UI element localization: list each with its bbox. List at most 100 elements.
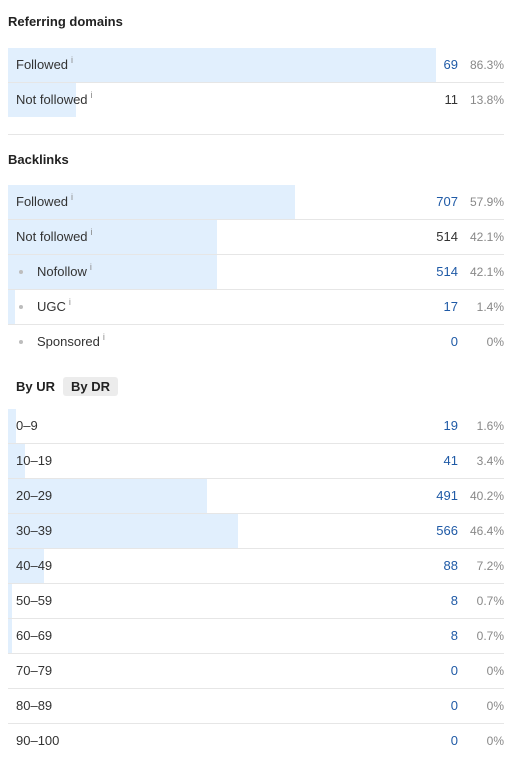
row-label: 0–9 <box>16 418 38 433</box>
ur-distribution-row: 20–29 491 40.2% <box>8 479 504 514</box>
ur-distribution-row: 70–79 0 0% <box>8 654 504 689</box>
ur-distribution-row: 90–100 0 0% <box>8 724 504 759</box>
row-label-text: Nofollow <box>37 264 87 279</box>
bullet-icon <box>19 339 23 344</box>
row-count-link[interactable]: 8 <box>450 628 458 643</box>
row-label-text: Sponsored <box>37 334 100 349</box>
row-count-link[interactable]: 0 <box>450 698 458 713</box>
row-count-link[interactable]: 19 <box>443 418 458 433</box>
row-label: UGC i <box>19 290 71 324</box>
row-count-link[interactable]: 707 <box>436 194 458 209</box>
row-percent: 1.6% <box>476 419 504 433</box>
row-label: 30–39 <box>16 523 53 538</box>
row-count-link[interactable]: 0 <box>450 663 458 678</box>
row-label: 90–100 <box>16 733 60 748</box>
backlinks-row-nofollow: Nofollow i 514 42.1% <box>8 255 504 290</box>
row-percent: 0% <box>486 699 504 713</box>
row-label: Not followed i <box>16 83 93 117</box>
backlinks-row-followed: Followed i 707 57.9% <box>8 185 504 220</box>
row-bar <box>8 255 217 289</box>
row-bar <box>8 185 296 219</box>
row-count-link[interactable]: 514 <box>436 264 458 279</box>
row-label: Not followed i <box>16 220 93 254</box>
row-percent: 1.4% <box>476 300 504 314</box>
row-bar <box>8 549 44 583</box>
row-bar <box>8 290 15 324</box>
ur-distribution-row: 50–59 8 0.7% <box>8 584 504 619</box>
row-label: Followed i <box>16 185 73 219</box>
row-count-link[interactable]: 0 <box>450 733 458 748</box>
row-percent: 42.1% <box>469 230 504 244</box>
row-label: Sponsored i <box>19 325 105 359</box>
row-count-link[interactable]: 8 <box>450 593 458 608</box>
tab-by-ur[interactable]: By UR <box>16 378 56 394</box>
ur-distribution-row: 10–19 41 3.4% <box>8 444 504 479</box>
row-percent: 0% <box>486 734 504 748</box>
row-count: 514 <box>436 229 458 244</box>
info-icon[interactable]: i <box>68 297 71 307</box>
row-bar <box>8 584 12 618</box>
row-bar <box>8 514 239 548</box>
row-percent: 7.2% <box>476 559 504 573</box>
ur-distribution-row: 40–49 88 7.2% <box>8 549 504 584</box>
row-label: 70–79 <box>16 663 53 678</box>
ur-distribution-row: 80–89 0 0% <box>8 689 504 724</box>
info-icon[interactable]: i <box>71 55 74 65</box>
info-icon[interactable]: i <box>102 332 105 342</box>
row-count: 11 <box>444 92 459 107</box>
row-percent: 0% <box>486 664 504 678</box>
ur-distribution-row: 30–39 566 46.4% <box>8 514 504 549</box>
info-icon[interactable]: i <box>90 227 93 237</box>
ur-distribution-row: 60–69 8 0.7% <box>8 619 504 654</box>
info-icon[interactable]: i <box>90 90 93 100</box>
row-count-link[interactable]: 69 <box>443 57 458 72</box>
tab-by-dr[interactable]: By DR <box>63 376 119 396</box>
row-bar <box>8 479 208 513</box>
row-label: 80–89 <box>16 698 53 713</box>
row-label: Followed i <box>16 48 73 82</box>
row-bar <box>8 409 16 443</box>
row-count-link[interactable]: 566 <box>436 523 458 538</box>
row-label-text: Not followed <box>16 229 88 244</box>
backlinks-title: Backlinks <box>8 152 69 167</box>
ur-distribution-table: 0–9 19 1.6% 10–19 41 3.4% 20–29 491 40.2% 30–39 56… <box>8 409 504 759</box>
backlinks-row-sponsored: Sponsored i 0 0% <box>8 325 504 360</box>
row-bar <box>8 83 77 117</box>
row-label-text: Followed <box>16 194 69 209</box>
row-label: 50–59 <box>16 593 53 608</box>
row-label-text: Not followed <box>16 92 88 107</box>
row-label: Nofollow i <box>19 255 92 289</box>
row-bar <box>8 619 12 653</box>
row-bar <box>8 444 25 478</box>
info-icon[interactable]: i <box>89 262 92 272</box>
row-percent: 46.4% <box>469 524 504 538</box>
bullet-icon <box>19 269 23 274</box>
row-bar <box>8 220 217 254</box>
row-count-link[interactable]: 0 <box>450 334 458 349</box>
section-divider <box>8 134 504 135</box>
ur-distribution-row: 0–9 19 1.6% <box>8 409 504 444</box>
bullet-icon <box>19 304 23 309</box>
row-percent: 0% <box>486 335 504 349</box>
backlinks-row-ugc: UGC i 17 1.4% <box>8 290 504 325</box>
row-count-link[interactable]: 88 <box>443 558 458 573</box>
row-percent: 13.8% <box>469 93 504 107</box>
row-label: 10–19 <box>16 453 53 468</box>
row-percent: 42.1% <box>469 265 504 279</box>
row-count-link[interactable]: 17 <box>443 299 458 314</box>
row-percent: 57.9% <box>469 195 504 209</box>
row-count-link[interactable]: 41 <box>443 453 458 468</box>
referring-domains-title: Referring domains <box>8 14 123 29</box>
row-percent: 40.2% <box>469 489 504 503</box>
info-icon[interactable]: i <box>71 192 74 202</box>
row-bar <box>8 48 437 82</box>
row-percent: 0.7% <box>476 629 504 643</box>
referring-domains-row-followed: Followed i 69 86.3% <box>8 48 504 83</box>
row-count-link[interactable]: 491 <box>436 488 458 503</box>
row-label-text: UGC <box>37 299 66 314</box>
backlinks-row-not-followed: Not followed i 514 42.1% <box>8 220 504 255</box>
row-label-text: Followed <box>16 57 69 72</box>
row-percent: 0.7% <box>476 594 504 608</box>
row-label: 20–29 <box>16 488 53 503</box>
row-label: 60–69 <box>16 628 53 643</box>
